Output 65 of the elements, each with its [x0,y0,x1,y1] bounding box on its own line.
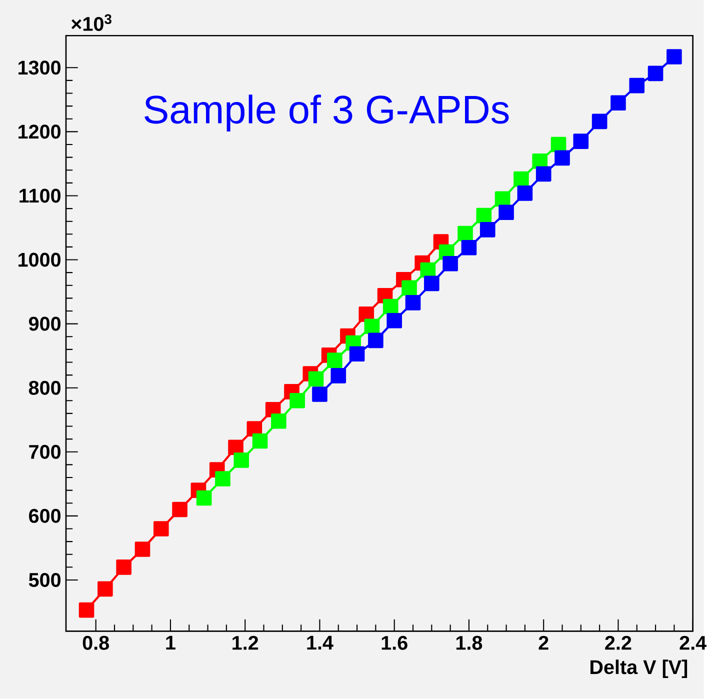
point [424,276,440,292]
point [234,452,250,468]
point [326,352,342,368]
x-tick-label: 1 [166,636,176,650]
point [476,208,492,224]
x-tick-label: 2.2 [605,636,632,650]
point [368,332,384,348]
y-tick-label: 1300 [18,60,60,75]
y-tick-label: 900 [28,316,60,331]
y-tick-label: 1000 [18,252,60,267]
point [78,602,94,618]
point [98,581,113,597]
point [573,134,589,150]
y-tick-label: 600 [29,509,60,524]
y-tick-label: 1200 [18,124,60,139]
x-axis-title: Delta V [V] [590,660,688,678]
point [536,166,552,182]
y-tick-label: 500 [28,573,60,588]
x-tick-label: 1.6 [382,636,408,650]
point [364,318,380,334]
y-tick-label: 700 [29,444,60,459]
point [480,222,496,238]
point [420,262,436,278]
point [666,49,682,65]
x-tick-label: 1.4 [307,636,334,650]
point [550,136,566,152]
point [290,393,305,408]
point [532,154,548,169]
x-tick-label: 0.8 [82,636,109,650]
y-tick-label: 1100 [20,188,60,203]
y-axis-title: ×10$^{3}$ [71,14,112,32]
point [312,386,328,402]
x-tick-label: 1.2 [232,636,258,650]
x-tick-label: 1.8 [456,636,482,650]
point [308,371,324,387]
point [402,280,417,296]
point [382,298,398,314]
point [592,114,608,130]
point [517,186,533,201]
point [554,150,570,166]
point [228,440,244,456]
point [196,490,212,506]
point [498,204,514,220]
point [648,66,664,82]
x-tick-label: 2.4 [680,636,706,650]
point [330,368,346,384]
x-tick-label: 2 [538,636,548,650]
point [215,471,230,487]
point [349,346,365,362]
point [442,256,458,272]
point [116,560,132,575]
point [514,172,529,187]
point [172,502,188,518]
point [629,78,645,94]
annotation: Sample of 3 G-APDs [144,94,509,132]
point [610,95,626,111]
point [405,295,421,310]
point [271,414,286,429]
point [461,240,477,256]
point [153,521,169,536]
point [386,313,402,328]
point [458,226,473,242]
point [252,433,268,449]
point [134,542,150,557]
y-tick-label: 800 [28,380,60,395]
